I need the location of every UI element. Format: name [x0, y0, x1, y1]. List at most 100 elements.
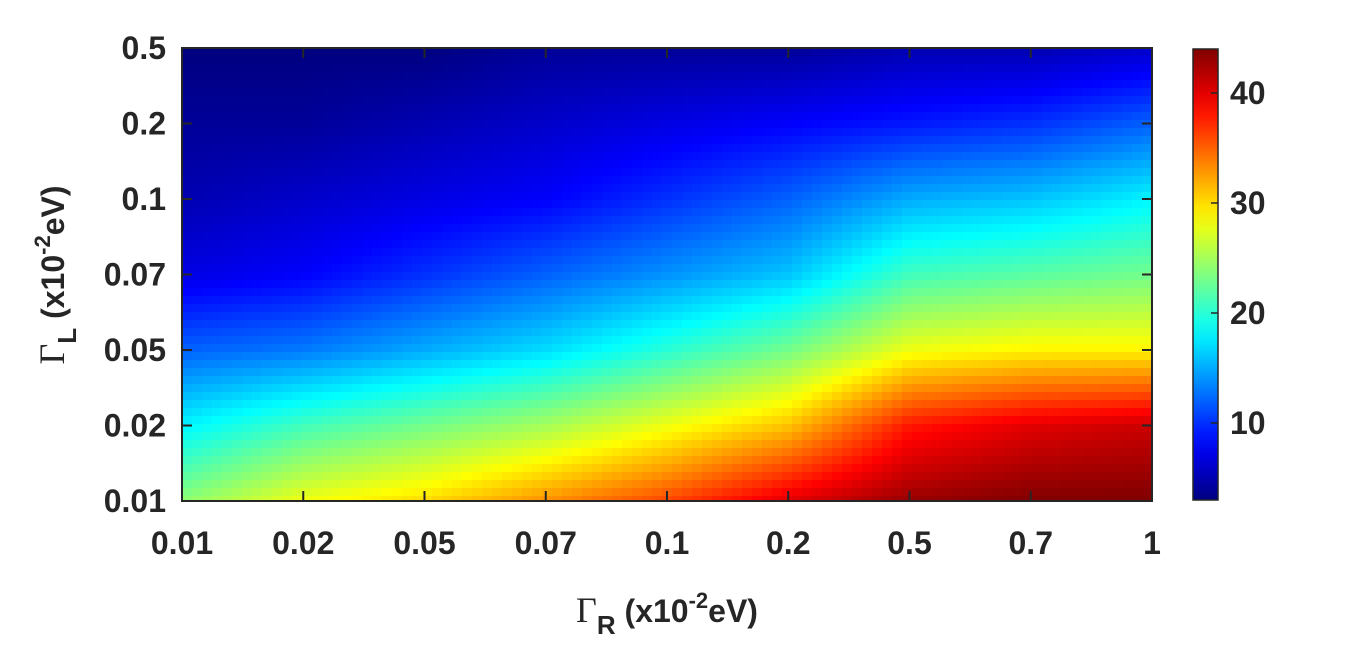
heatmap-cell [252, 304, 263, 313]
heatmap-cell [432, 328, 443, 337]
heatmap-cell [902, 232, 913, 241]
heatmap-cell [1012, 384, 1023, 393]
heatmap-cell [782, 368, 793, 377]
heatmap-cell [692, 280, 703, 289]
heatmap-cell [722, 48, 733, 57]
heatmap-cell [262, 152, 273, 161]
heatmap-cell [522, 56, 533, 65]
heatmap-cell [552, 64, 563, 73]
heatmap-cell [752, 296, 763, 305]
heatmap-cell [732, 376, 743, 385]
heatmap-cell [1012, 312, 1023, 321]
heatmap-cell [572, 80, 583, 89]
heatmap-cell [882, 384, 893, 393]
heatmap-cell [912, 440, 923, 449]
heatmap-cell [992, 200, 1003, 209]
heatmap-cell [1052, 368, 1063, 377]
heatmap-cell [262, 456, 273, 465]
heatmap-cell [932, 224, 943, 233]
heatmap-cell [842, 376, 853, 385]
heatmap-cell [342, 176, 353, 185]
heatmap-cell [1122, 272, 1133, 281]
heatmap-cell [622, 208, 633, 217]
heatmap-cell [682, 200, 693, 209]
heatmap-cell [412, 48, 423, 57]
heatmap-cell [752, 280, 763, 289]
heatmap-cell [482, 448, 493, 457]
heatmap-cell [222, 80, 233, 89]
heatmap-cell [502, 224, 513, 233]
heatmap-cell [772, 56, 783, 65]
heatmap-cell [382, 208, 393, 217]
heatmap-cell [812, 328, 823, 337]
heatmap-cell [682, 88, 693, 97]
heatmap-cell [352, 192, 363, 201]
heatmap-cell [362, 248, 373, 257]
heatmap-cell [702, 280, 713, 289]
heatmap-cell [1032, 328, 1043, 337]
heatmap-cell [222, 336, 233, 345]
heatmap-cell [1002, 112, 1013, 121]
heatmap-cell [982, 288, 993, 297]
heatmap-cell [632, 272, 643, 281]
heatmap-cell [1102, 440, 1113, 449]
heatmap-cell [232, 192, 243, 201]
heatmap-cell [932, 144, 943, 153]
heatmap-cell [1062, 344, 1073, 353]
heatmap-cell [592, 104, 603, 113]
heatmap-cell [722, 120, 733, 129]
heatmap-cell [1052, 432, 1063, 441]
heatmap-cell [812, 392, 823, 401]
heatmap-cell [502, 344, 513, 353]
heatmap-cell [442, 352, 453, 361]
heatmap-cell [612, 168, 623, 177]
heatmap-cell [682, 320, 693, 329]
heatmap-cell [252, 448, 263, 457]
heatmap-cell [1142, 144, 1152, 153]
heatmap-cell [612, 176, 623, 185]
heatmap-cell [602, 216, 613, 225]
heatmap-cell [582, 248, 593, 257]
heatmap-cell [1052, 376, 1063, 385]
heatmap-cell [952, 448, 963, 457]
heatmap-cell [672, 248, 683, 257]
heatmap-cell [432, 336, 443, 345]
heatmap-cell [572, 168, 583, 177]
heatmap-cell [302, 368, 313, 377]
heatmap-cell [822, 448, 833, 457]
heatmap-cell [702, 376, 713, 385]
heatmap-cell [802, 64, 813, 73]
heatmap-cell [272, 248, 283, 257]
heatmap-cell [382, 440, 393, 449]
heatmap-cell [832, 256, 843, 265]
heatmap-cell [862, 304, 873, 313]
heatmap-cell [292, 368, 303, 377]
heatmap-cell [762, 416, 773, 425]
heatmap-cell [212, 416, 223, 425]
heatmap-cell [212, 232, 223, 241]
heatmap-cell [412, 408, 423, 417]
heatmap-cell [702, 144, 713, 153]
heatmap-cell [1022, 48, 1033, 57]
heatmap-cell [982, 384, 993, 393]
heatmap-cell [672, 328, 683, 337]
heatmap-cell [192, 184, 203, 193]
heatmap-cell [282, 344, 293, 353]
heatmap-cell [912, 176, 923, 185]
heatmap-cell [792, 176, 803, 185]
heatmap-cell [1072, 232, 1083, 241]
heatmap-cell [1122, 80, 1133, 89]
heatmap-cell [822, 272, 833, 281]
heatmap-cell [1142, 56, 1152, 65]
heatmap-cell [312, 360, 323, 369]
heatmap-cell [412, 168, 423, 177]
heatmap-cell [572, 392, 583, 401]
heatmap-cell [302, 64, 313, 73]
heatmap-cell [882, 288, 893, 297]
heatmap-cell [752, 288, 763, 297]
heatmap-cell [1072, 368, 1083, 377]
heatmap-cell [522, 144, 533, 153]
heatmap-cell [662, 328, 673, 337]
heatmap-cell [362, 184, 373, 193]
heatmap-cell [902, 96, 913, 105]
